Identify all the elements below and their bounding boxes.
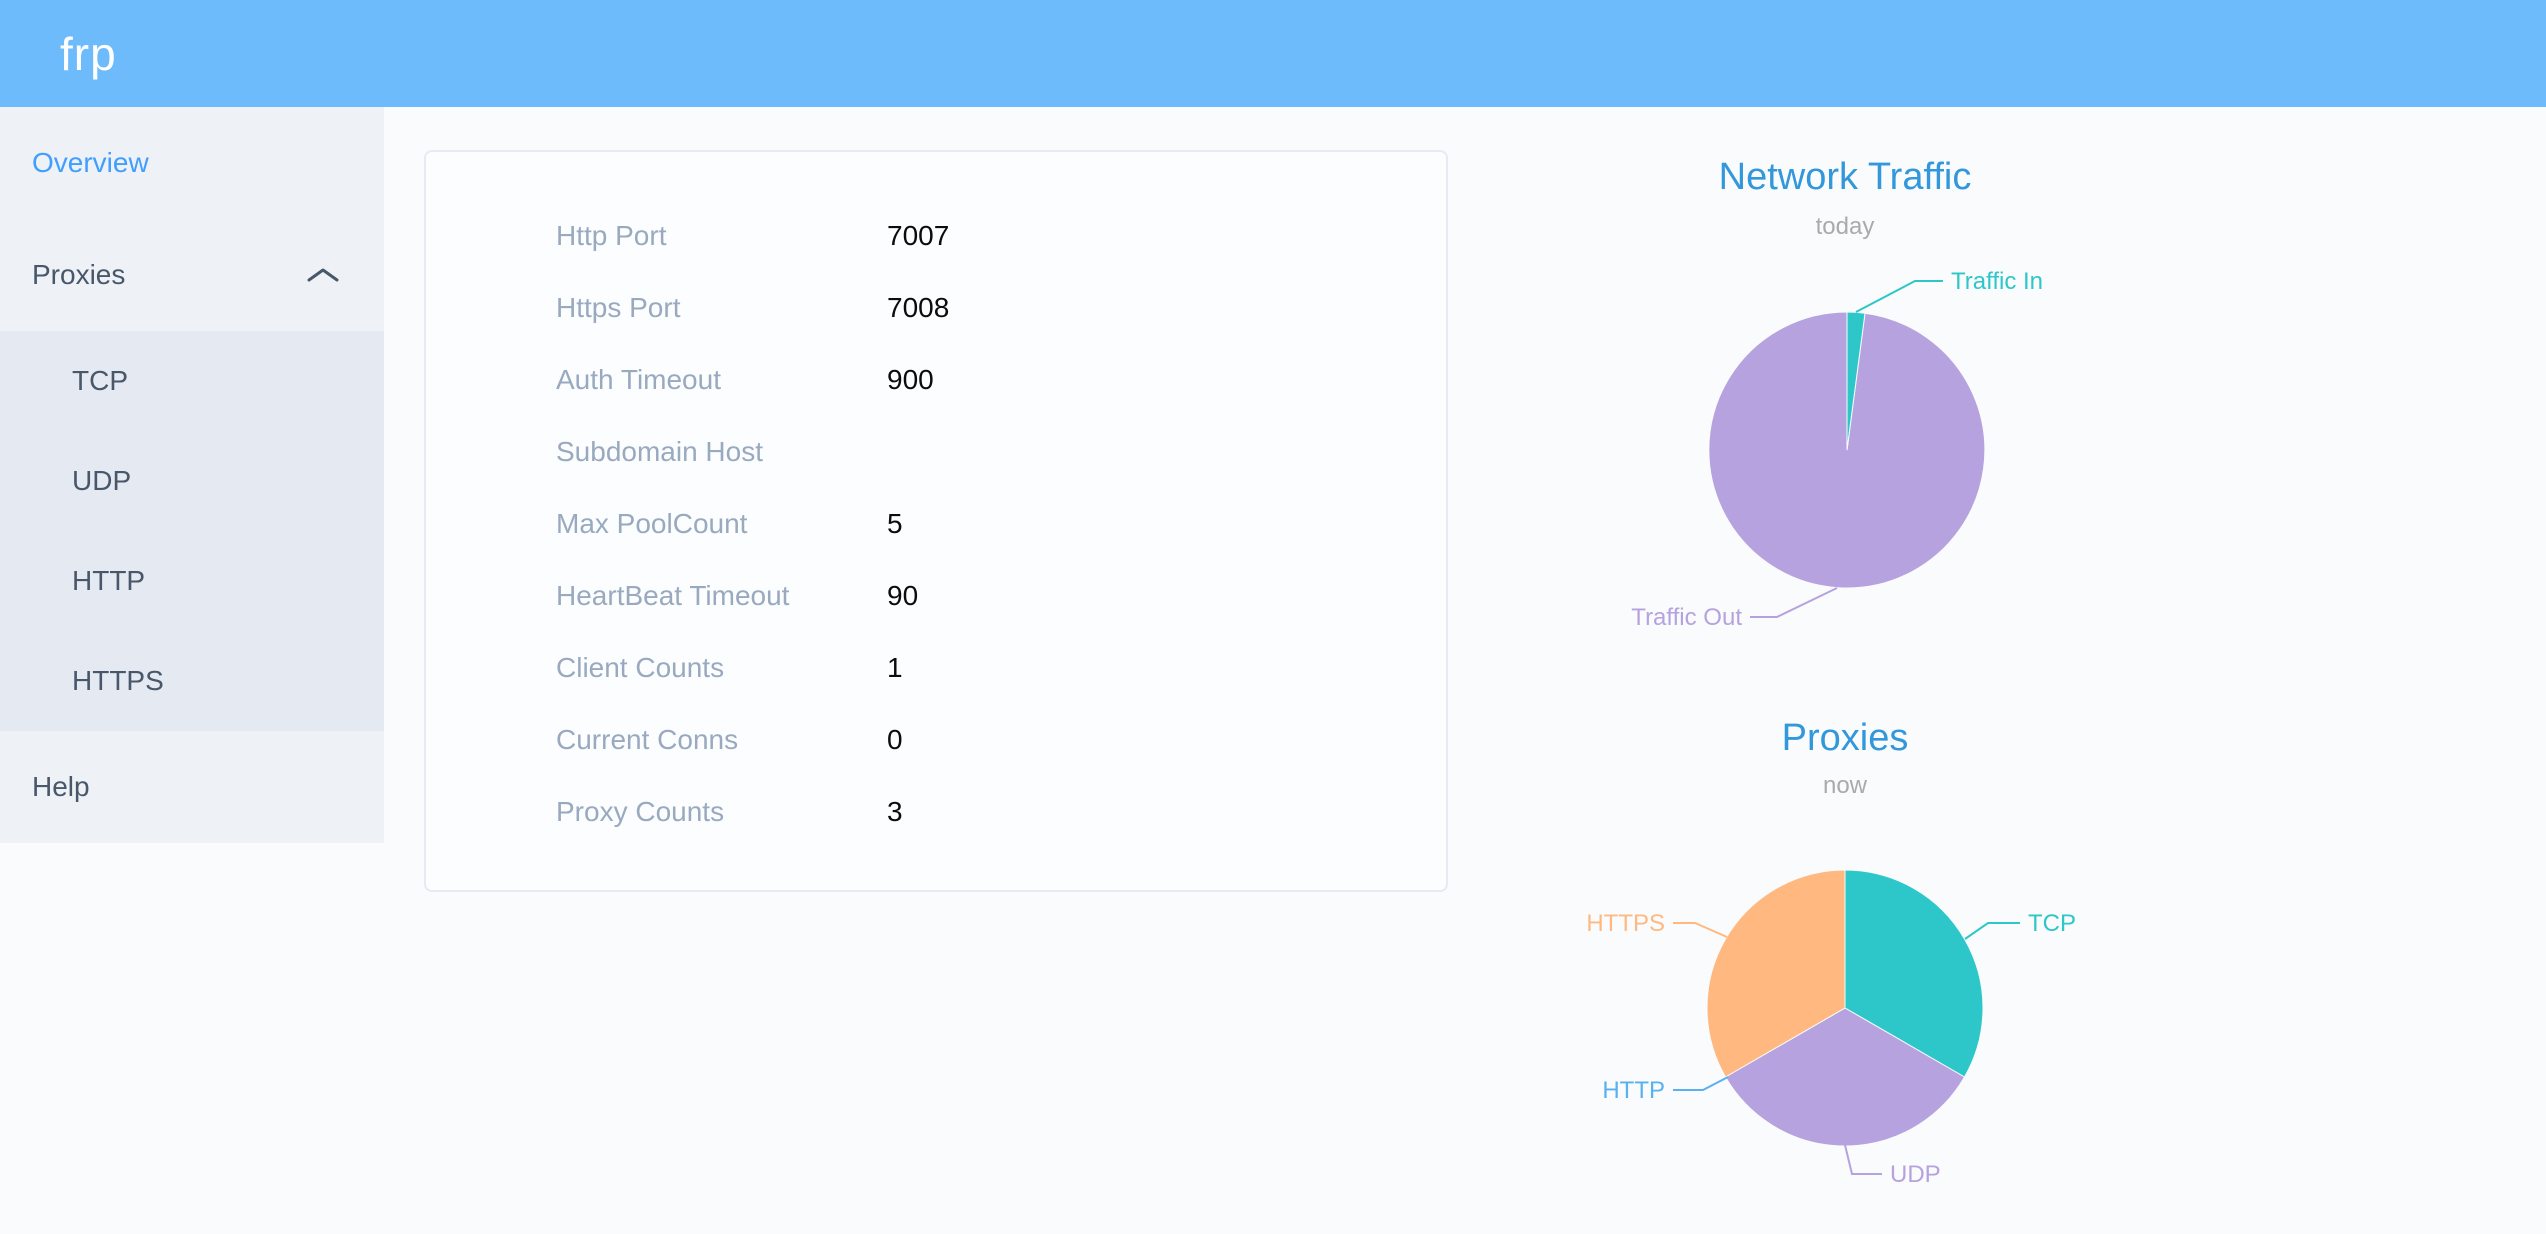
http-leader-line — [1673, 1076, 1729, 1091]
udp-label: UDP — [1890, 1161, 1941, 1188]
info-label: Subdomain Host — [556, 436, 764, 467]
info-label: Proxy Counts — [556, 796, 725, 827]
tcp-label: TCP — [2028, 910, 2076, 937]
sidebar-item-tcp[interactable]: TCP — [72, 365, 128, 396]
row-max-poolcount: Max PoolCount 5 — [426, 488, 1446, 560]
sidebar-item-udp[interactable]: UDP — [72, 465, 132, 496]
traffic-out-leader-line — [1750, 587, 1838, 618]
header: frp — [0, 0, 2546, 107]
sidebar-item-help[interactable]: Help — [32, 771, 90, 802]
https-label: HTTPS — [1586, 910, 1665, 937]
https-slice[interactable] — [1706, 869, 1846, 1078]
info-label: Auth Timeout — [556, 364, 721, 395]
info-label: Client Counts — [556, 652, 725, 683]
info-label: Https Port — [556, 292, 681, 323]
info-value: 7008 — [887, 292, 950, 323]
info-value: 5 — [887, 508, 903, 539]
http-label: HTTP — [1602, 1077, 1665, 1104]
row-subdomain-host: Subdomain Host — [426, 416, 1446, 488]
network-traffic-chart: Network Traffic today Traffic In Traffic… — [1631, 156, 2043, 631]
proxies-title: Proxies — [1782, 717, 1909, 759]
proxies-chart: Proxies now TCP HTTPS HTTP UDP — [1586, 717, 2076, 1188]
info-value: 0 — [887, 724, 903, 755]
traffic-out-label: Traffic Out — [1631, 604, 1742, 631]
sidebar: Overview Proxies TCP UDP HTTP HTTPS Help — [0, 107, 384, 843]
tcp-slice[interactable] — [1844, 869, 1984, 1078]
udp-leader-line — [1844, 1144, 1882, 1175]
tcp-leader-line — [1964, 922, 2020, 940]
info-label: HeartBeat Timeout — [556, 580, 790, 611]
sidebar-item-http[interactable]: HTTP — [72, 565, 146, 596]
info-label: Max PoolCount — [556, 508, 748, 539]
sidebar-item-proxies-label: Proxies — [32, 259, 126, 290]
row-http-port: Http Port 7007 — [426, 200, 1446, 272]
app-logo: frp — [60, 27, 117, 80]
info-value: 7007 — [887, 220, 950, 251]
network-traffic-title: Network Traffic — [1719, 156, 1972, 198]
sidebar-item-overview[interactable]: Overview — [32, 147, 149, 178]
info-value: 90 — [887, 580, 919, 611]
row-current-conns: Current Conns 0 — [426, 704, 1446, 776]
network-traffic-subtitle: today — [1816, 213, 1875, 240]
chevron-up-icon — [307, 268, 339, 282]
info-label: Current Conns — [556, 724, 739, 755]
row-https-port: Https Port 7008 — [426, 272, 1446, 344]
server-info-card: Http Port 7007 Https Port 7008 Auth Timeou… — [424, 150, 1448, 892]
traffic-in-label: Traffic In — [1951, 268, 2043, 295]
row-heartbeat-timeout: HeartBeat Timeout 90 — [426, 560, 1446, 632]
info-value: 900 — [887, 364, 934, 395]
proxies-subtitle: now — [1823, 772, 1868, 799]
row-proxy-counts: Proxy Counts 3 — [426, 776, 1446, 848]
sidebar-item-https[interactable]: HTTPS — [72, 665, 164, 696]
traffic-in-leader-line — [1855, 280, 1943, 313]
info-value: 3 — [887, 796, 903, 827]
https-leader-line — [1673, 922, 1728, 938]
row-auth-timeout: Auth Timeout 900 — [426, 344, 1446, 416]
traffic-in-slice[interactable] — [1846, 311, 1866, 451]
sidebar-item-proxies[interactable]: Proxies — [0, 219, 384, 331]
info-label: Http Port — [556, 220, 667, 251]
row-client-counts: Client Counts 1 — [426, 632, 1446, 704]
info-value: 1 — [887, 652, 903, 683]
proxies-submenu: TCP UDP HTTP HTTPS — [0, 331, 384, 731]
